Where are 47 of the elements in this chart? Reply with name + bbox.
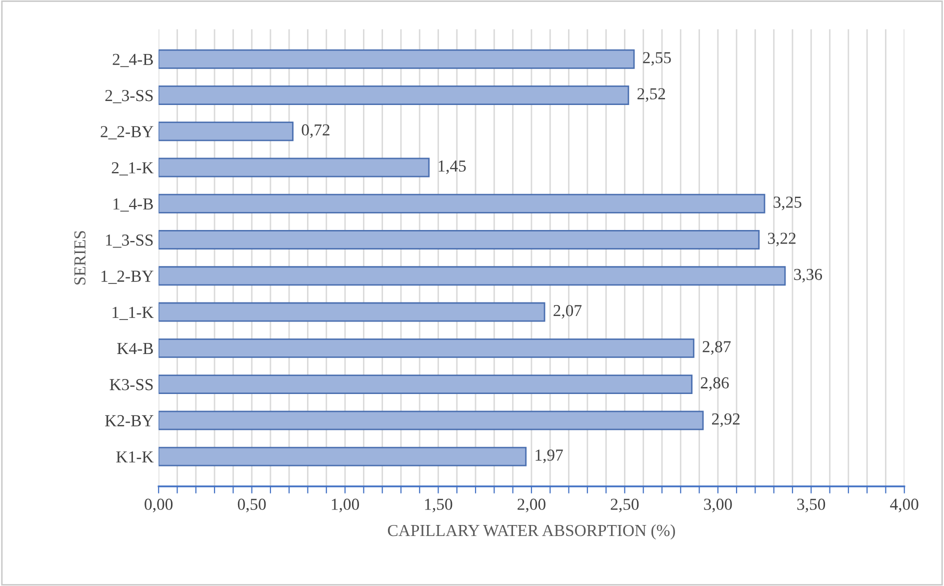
- data-label: 2,87: [702, 341, 731, 355]
- bar: [158, 194, 766, 214]
- bar: [158, 86, 630, 105]
- bar: [158, 374, 693, 394]
- bar: [158, 302, 546, 322]
- y-axis-title: SERIES: [74, 231, 86, 285]
- x-tick-label: 2,00: [518, 498, 546, 512]
- y-tick-label: 2_4-B: [112, 54, 153, 68]
- x-tick-label: 0,50: [238, 498, 266, 512]
- y-tick-label: 1_2-BY: [101, 270, 154, 284]
- x-tick-label: 3,50: [797, 498, 826, 512]
- data-label: 2,86: [700, 377, 729, 391]
- x-axis-title: CAPILLARY WATER ABSORPTION (%): [388, 524, 675, 540]
- data-label: 2,55: [643, 52, 671, 66]
- x-tick-label: 2,50: [610, 498, 639, 512]
- x-tick-label: 4,00: [890, 498, 918, 512]
- y-tick-label: 1_4-B: [114, 198, 153, 212]
- bar: [158, 158, 430, 178]
- y-tick-label: K4-B: [117, 342, 153, 354]
- x-tick-label: 1,50: [425, 498, 452, 512]
- y-tick-label: 2_3-SS: [105, 90, 153, 104]
- y-tick-label: K1-K: [116, 451, 154, 462]
- y-tick-label: 2_1-K: [112, 162, 154, 176]
- bar: [158, 266, 786, 286]
- data-label: 3,25: [774, 196, 802, 210]
- y-tick-label: 1_3-SS: [106, 234, 153, 248]
- x-tick-label: 1,00: [332, 498, 359, 512]
- bar: [158, 49, 635, 69]
- x-tick-label: 0,00: [144, 498, 173, 512]
- data-label: 2,92: [712, 413, 740, 428]
- y-tick-label: K3-SS: [110, 379, 153, 390]
- data-label: 1,97: [536, 450, 563, 464]
- y-tick-label: 1_1-K: [112, 306, 154, 320]
- data-label: 2,07: [554, 304, 582, 319]
- data-label: 3,36: [794, 268, 822, 282]
- data-label: 1,45: [438, 160, 466, 174]
- bar: [158, 122, 294, 142]
- y-tick-label: 2_2-BY: [100, 126, 154, 140]
- bar: [158, 338, 694, 358]
- data-label: 0,72: [302, 124, 330, 138]
- y-tick-label: K2-BY: [105, 415, 154, 426]
- x-tick-label: 3,00: [704, 498, 732, 512]
- bar: [158, 410, 704, 430]
- data-label: 2,52: [637, 88, 665, 102]
- bar: [158, 446, 527, 466]
- data-label: 3,22: [768, 232, 796, 246]
- bar: [158, 230, 760, 250]
